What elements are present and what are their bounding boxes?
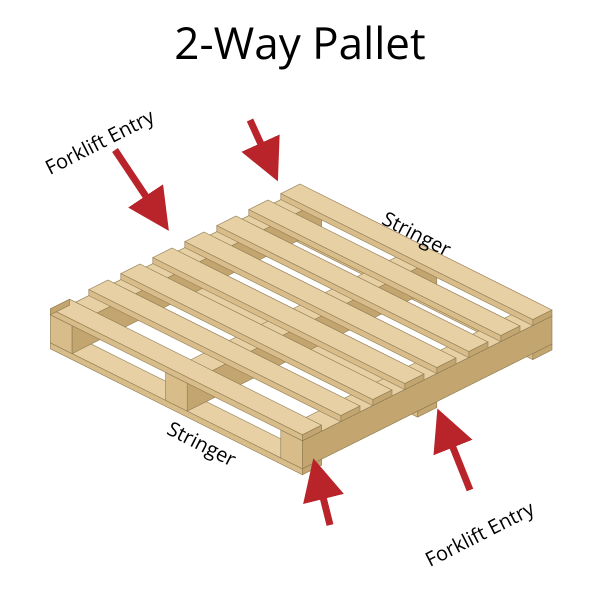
arrow-top-left xyxy=(115,150,165,225)
arrow-bottom-right xyxy=(440,415,470,490)
arrow-top-right xyxy=(250,120,275,175)
arrow-bottom-left xyxy=(315,465,330,525)
